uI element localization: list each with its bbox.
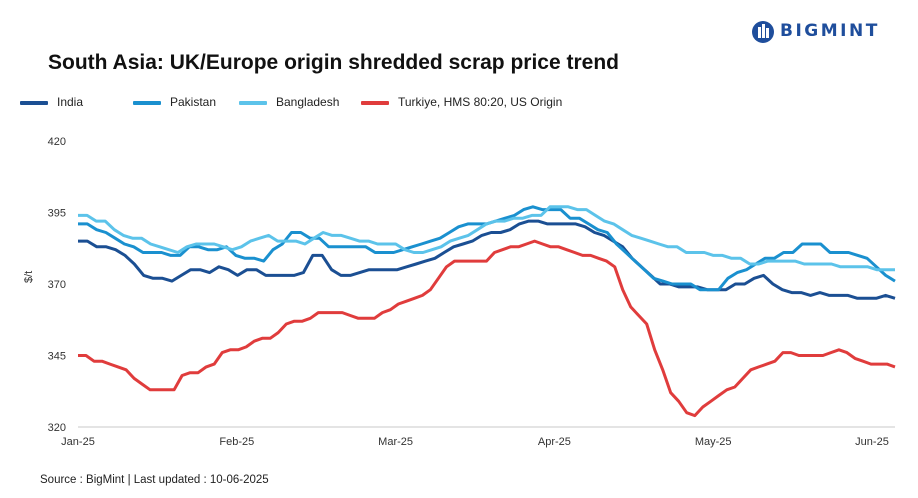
y-tick-label: 320	[48, 422, 66, 434]
legend-label: India	[57, 95, 84, 109]
brand-name: BIGMINT	[780, 21, 880, 41]
legend-swatch	[20, 101, 48, 105]
legend-label: Bangladesh	[276, 95, 340, 109]
legend-label: Pakistan	[170, 95, 217, 109]
x-tick-label: Apr-25	[538, 436, 571, 448]
x-tick-label: Jan-25	[61, 436, 95, 448]
x-tick-label: Mar-25	[378, 436, 413, 448]
bigmint-logo-icon	[752, 21, 774, 43]
source-note: Source : BigMint | Last updated : 10-06-…	[40, 474, 269, 486]
y-tick-label: 345	[48, 351, 66, 363]
legend-swatch	[133, 101, 161, 105]
series-line-turkiye-hms-80-20-us-origin	[78, 239, 896, 418]
x-tick-label: Feb-25	[219, 436, 254, 448]
series-line-pakistan	[78, 205, 896, 292]
y-tick-label: 420	[48, 136, 66, 148]
x-tick-label: May-25	[695, 436, 732, 448]
series-line-india	[78, 219, 896, 300]
y-tick-label: 395	[48, 208, 66, 220]
y-tick-label: 370	[48, 279, 66, 291]
x-tick-label: Jun-25	[855, 436, 889, 448]
legend-swatch	[239, 101, 267, 105]
series-line-bangladesh	[78, 205, 895, 272]
legend-label: Turkiye, HMS 80:20, US Origin	[398, 95, 563, 109]
line-chart: 320 345 370 395 420 Jan-25 Feb-25 Mar-25 Apr-25 M…	[48, 136, 896, 448]
chart-title: South Asia: UK/Europe origin shredded sc…	[48, 51, 619, 74]
legend-swatch	[361, 101, 389, 105]
